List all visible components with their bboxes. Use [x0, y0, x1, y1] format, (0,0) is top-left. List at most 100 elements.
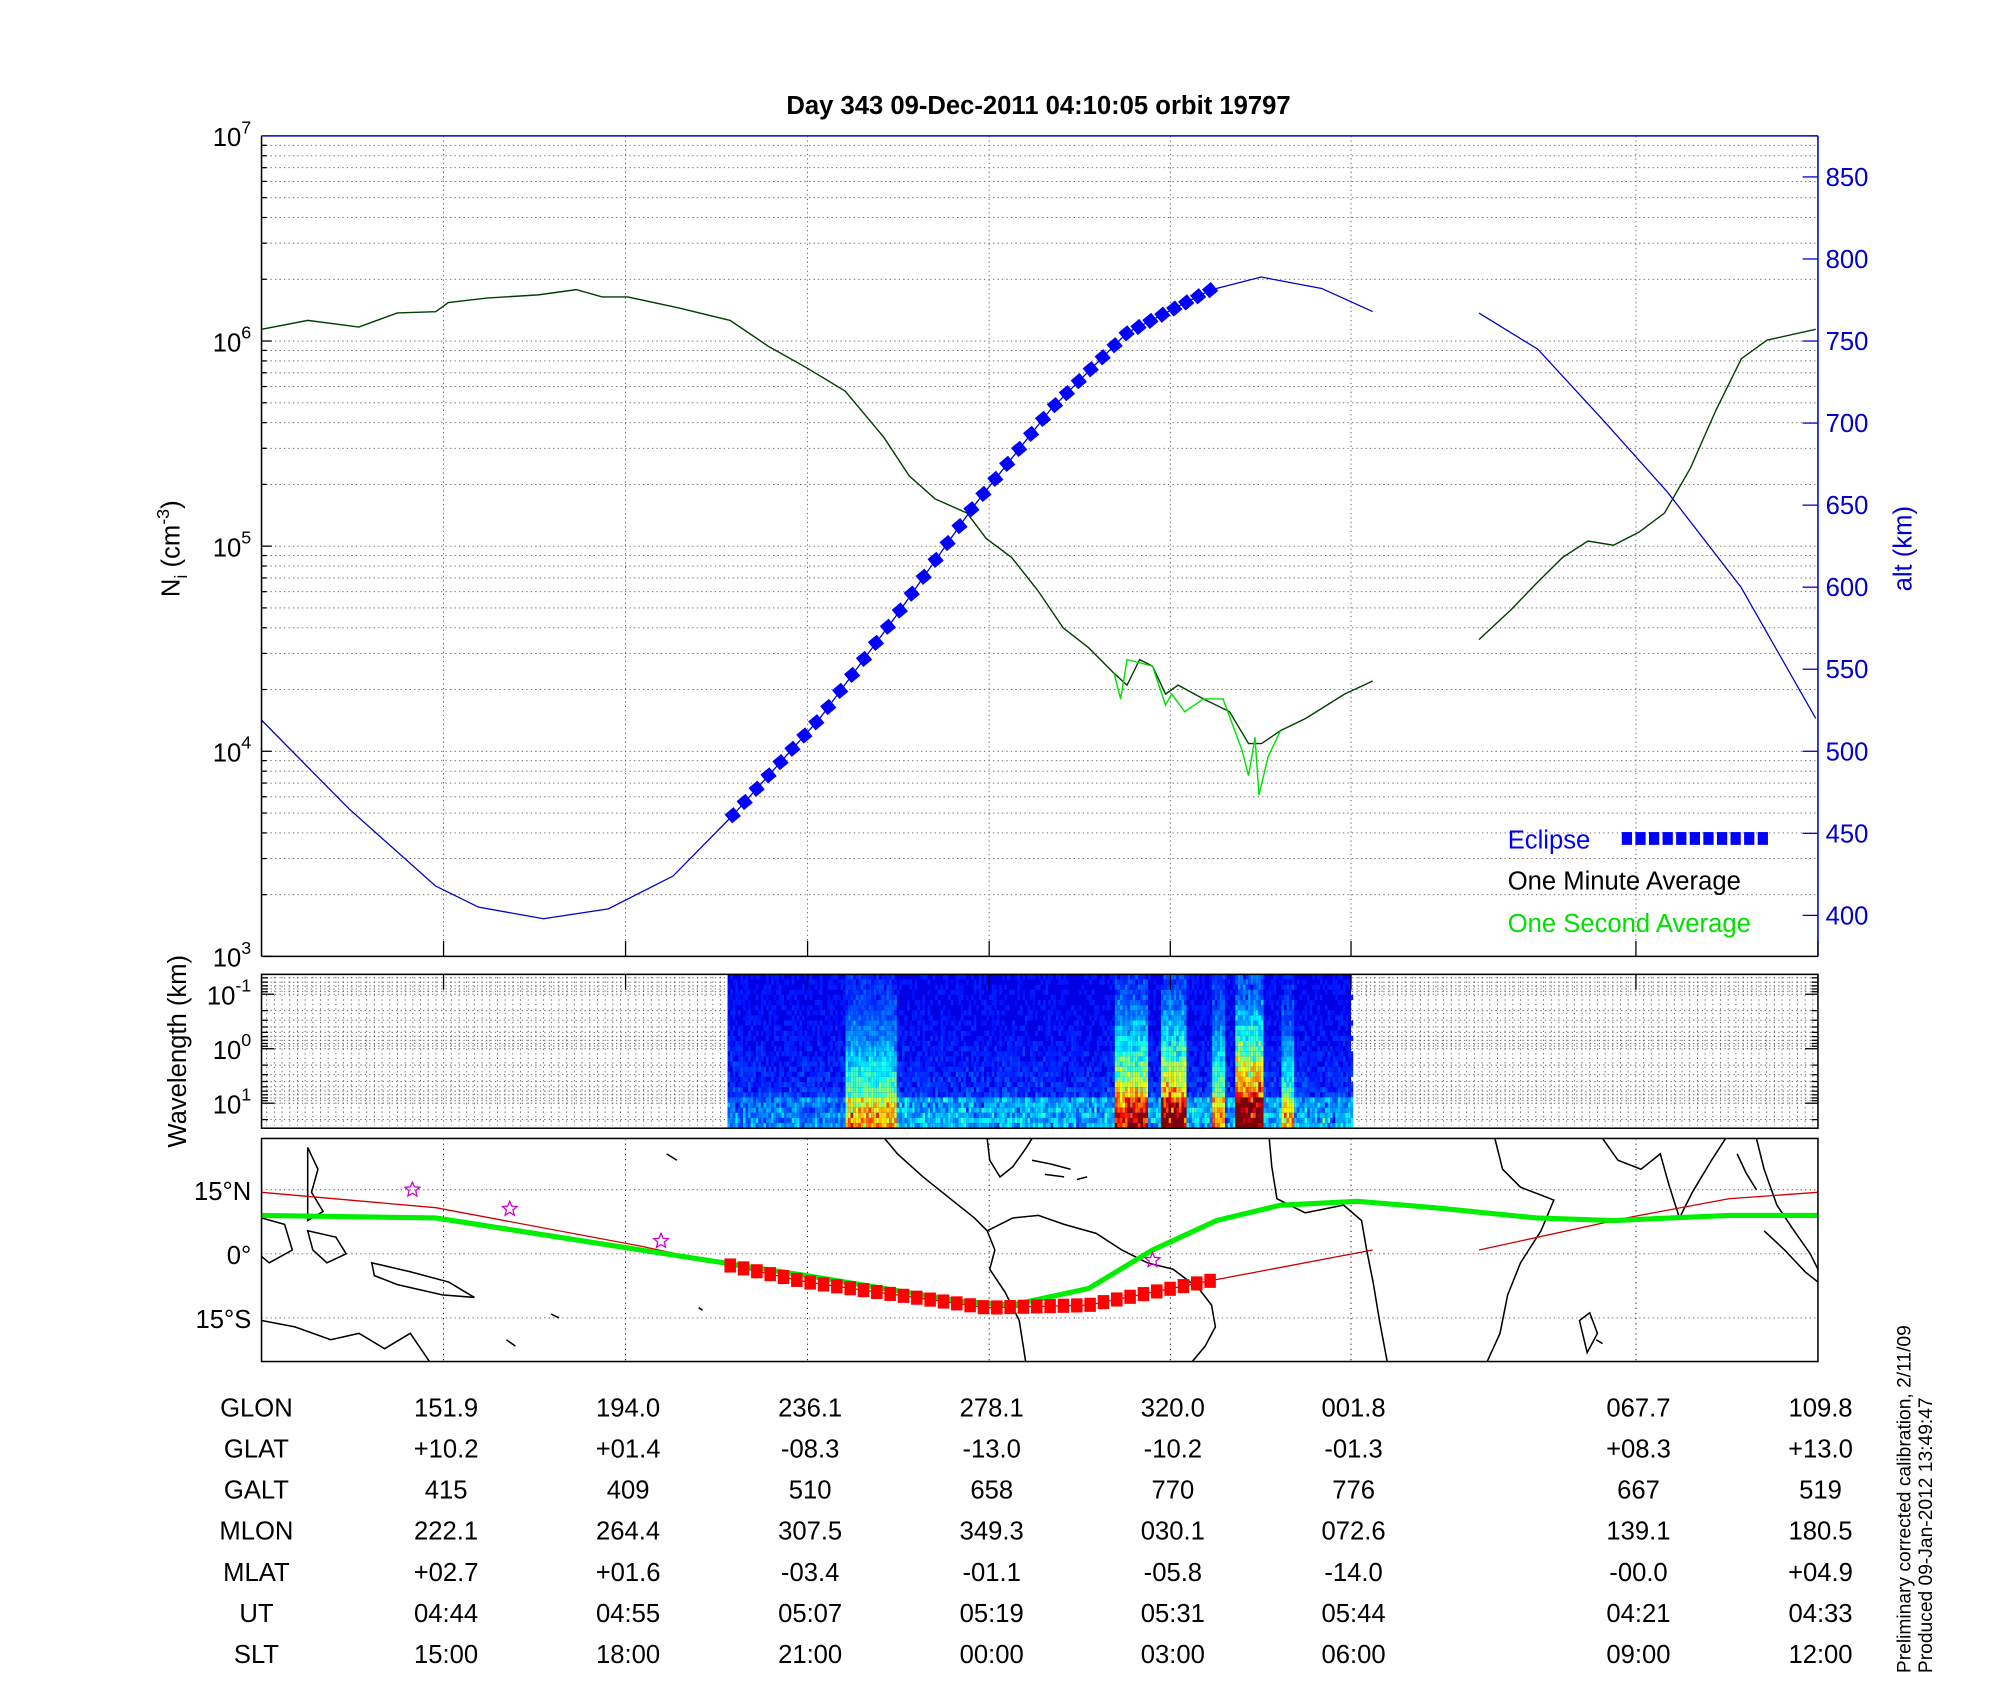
spectrogram-cell	[866, 1010, 869, 1016]
spectrogram-cell	[878, 1092, 882, 1098]
spectrogram-cell	[866, 1015, 869, 1021]
spectrogram-cell	[1091, 1071, 1095, 1077]
spectrogram-cell	[809, 1035, 813, 1042]
spectrogram-cell	[791, 1015, 795, 1021]
spectrogram-cell	[876, 1025, 879, 1031]
spectrogram-cell	[1127, 994, 1131, 1000]
spectrogram-cell	[1253, 994, 1256, 1000]
spectrogram-cell	[1140, 1030, 1143, 1036]
y-axis-label: Ni (cm-3)	[153, 500, 191, 597]
spectrogram-cell	[1194, 1010, 1197, 1016]
spectrogram-cell	[1058, 1097, 1061, 1103]
spectrogram-cell	[881, 1076, 885, 1083]
spectrogram-cell	[876, 1117, 879, 1124]
spectrogram-cell	[1076, 1041, 1079, 1047]
spectrogram-cell	[830, 1112, 833, 1118]
y-tick-base: 10	[213, 945, 242, 973]
spectrogram-cell	[1004, 1051, 1008, 1057]
spectrogram-cell	[1176, 984, 1179, 990]
spectrogram-cell	[730, 1046, 733, 1052]
spectrogram-cell	[1227, 1123, 1231, 1129]
spectrogram-cell	[1148, 1112, 1151, 1118]
spectrogram-cell	[1114, 1046, 1118, 1052]
spectrogram-cell	[1235, 974, 1238, 980]
spectrogram-cell	[1119, 1087, 1123, 1093]
spectrogram-cell	[1045, 1112, 1049, 1118]
spectrogram-cell	[837, 1123, 841, 1129]
spectrogram-cell	[740, 1035, 743, 1042]
spectrogram-cell	[1122, 989, 1126, 995]
spectrogram-cell	[1068, 1102, 1072, 1108]
eclipse-marker	[1034, 410, 1052, 427]
spectrogram-cell	[1242, 984, 1246, 990]
spectrogram-cell	[1240, 1005, 1243, 1011]
spectrogram-cell	[814, 1010, 818, 1016]
spectrogram-cell	[1035, 1092, 1038, 1098]
spectrogram-cell	[1086, 1097, 1090, 1103]
spectrogram-cell	[1007, 1071, 1010, 1077]
spectrogram-cell	[796, 1056, 800, 1062]
spectrogram-cell	[1032, 1102, 1036, 1108]
spectrogram-cell	[1150, 1015, 1154, 1021]
spectrogram-cell	[1237, 1005, 1241, 1011]
spectrogram-cell	[755, 974, 759, 980]
spectrogram-cell	[1117, 1051, 1120, 1057]
spectrogram-cell	[794, 1035, 797, 1042]
spectrogram-cell	[942, 1082, 946, 1088]
spectrogram-cell	[786, 1041, 790, 1047]
spectrogram-cell	[891, 1117, 895, 1124]
spectrogram-cell	[796, 1092, 800, 1098]
spectrogram-cell	[942, 989, 946, 995]
spectrogram-cell	[991, 1061, 995, 1067]
spectrogram-cell	[768, 1010, 772, 1016]
spectrogram-cell	[753, 989, 756, 995]
spectrogram-cell	[784, 1030, 787, 1036]
spectrogram-cell	[755, 1117, 759, 1124]
spectrogram-cell	[1225, 1082, 1228, 1088]
spectrogram-cell	[1168, 1010, 1172, 1016]
spectrogram-cell	[1114, 989, 1118, 995]
spectrogram-cell	[773, 1056, 777, 1062]
spectrogram-cell	[1048, 1066, 1051, 1072]
spectrogram-cell	[1237, 1071, 1241, 1077]
spectrogram-cell	[1186, 1107, 1190, 1113]
spectrogram-cell	[1063, 1030, 1067, 1036]
spectrogram-cell	[1035, 1123, 1038, 1129]
spectrogram-cell	[1055, 1102, 1059, 1108]
spectrogram-cell	[1196, 1020, 1200, 1026]
spectrogram-cell	[886, 1097, 890, 1103]
spectrogram-cell	[807, 1102, 810, 1108]
spectrogram-cell	[912, 1087, 915, 1093]
spectrogram-cell	[927, 1076, 931, 1083]
spectrogram-cell	[1114, 1107, 1118, 1113]
spectrogram-cell	[1160, 1061, 1164, 1067]
spectrogram-cell	[863, 1010, 867, 1016]
spectrogram-cell	[873, 1010, 877, 1016]
spectrogram-cell	[999, 1071, 1002, 1077]
spectrogram-cell	[727, 994, 731, 1000]
spectrogram-cell	[735, 1000, 738, 1006]
spectrogram-cell	[1248, 1117, 1251, 1124]
spectrogram-cell	[1163, 1087, 1167, 1093]
spectrogram-cell	[1189, 1092, 1192, 1098]
spectrogram-cell	[989, 1087, 992, 1093]
spectrogram-cell	[1240, 1030, 1243, 1036]
spectrogram-cell	[1163, 1097, 1167, 1103]
spectrogram-cell	[966, 979, 969, 985]
spectrogram-cell	[822, 1097, 826, 1103]
spectrogram-cell	[855, 1102, 859, 1108]
spectrogram-cell	[889, 1051, 892, 1057]
spectrogram-cell	[1181, 1025, 1185, 1031]
spectrogram-cell	[771, 1087, 774, 1093]
spectrogram-cell	[1237, 1087, 1241, 1093]
spectrogram-cell	[1240, 1025, 1243, 1031]
spectrogram-cell	[986, 1097, 990, 1103]
spectrogram-cell	[994, 1107, 997, 1113]
spectrogram-cell	[973, 1020, 977, 1026]
spectrogram-cell	[1137, 1010, 1141, 1016]
spectrogram-cell	[925, 1025, 928, 1031]
spectrogram-cell	[1127, 984, 1131, 990]
spectrogram-cell	[1127, 1112, 1131, 1118]
spectrogram-cell	[1045, 1102, 1049, 1108]
spectrogram-cell	[889, 1061, 892, 1067]
